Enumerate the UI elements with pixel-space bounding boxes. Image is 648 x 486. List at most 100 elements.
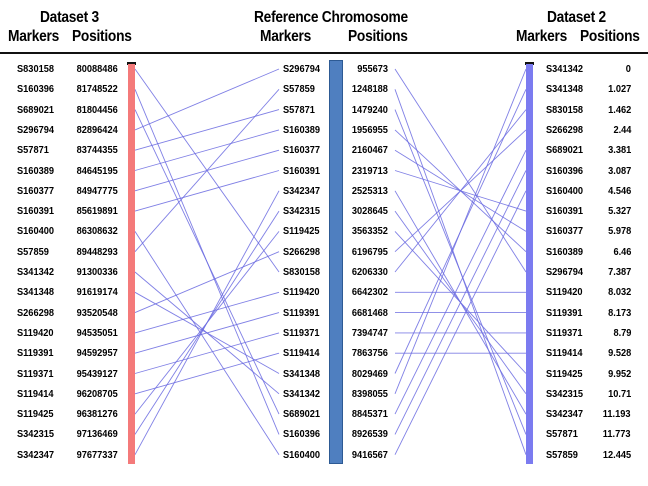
- dataset2-marker-label: S57871: [546, 428, 578, 441]
- reference-marker-label: S160391: [283, 164, 321, 177]
- reference-position-label: 2525313: [352, 184, 388, 197]
- dataset3-marker-label: S341348: [17, 286, 55, 299]
- reference-position-label: 3563352: [352, 225, 388, 238]
- reference-position-label: 8845371: [352, 408, 388, 421]
- dataset3-marker-label: S119414: [17, 387, 54, 400]
- reference-position-label: 6642302: [352, 286, 388, 299]
- dataset3-marker-label: S119371: [17, 367, 54, 380]
- dataset3-marker-label: S160377: [17, 184, 55, 197]
- dataset2-marker-label: S296794: [546, 266, 584, 278]
- header-dataset2-markers: Markers: [516, 28, 567, 45]
- dataset2-marker-label: S160377: [546, 225, 584, 238]
- reference-marker-label: S342347: [283, 184, 321, 197]
- dataset2-chromosome-bar: [526, 64, 533, 464]
- reference-position-label: 3028645: [352, 205, 388, 218]
- reference-position-label: 6196795: [352, 245, 388, 258]
- dataset2-position-label: 8.173: [607, 306, 631, 319]
- header-divider: [0, 52, 648, 54]
- dataset2-marker-label: S160400: [546, 184, 584, 197]
- dataset3-marker-label: S342347: [17, 448, 55, 461]
- dataset3-marker-label: S119391: [17, 347, 54, 360]
- dataset3-marker-label: S160400: [17, 225, 55, 238]
- dataset3-position-label: 94535051: [76, 326, 118, 339]
- header-dataset3-positions: Positions: [72, 28, 132, 45]
- dataset3-position-label: 80088486: [76, 63, 118, 75]
- dataset2-bar-cap: [525, 62, 534, 65]
- header-dataset2-positions: Positions: [580, 28, 640, 45]
- dataset2-position-label: 4.546: [607, 184, 631, 197]
- dataset2-position-label: 8.79: [613, 326, 631, 339]
- dataset2-marker-label: S266298: [546, 123, 584, 136]
- dataset2-position-label: 8.032: [607, 286, 631, 299]
- header-reference-title: Reference Chromosome: [254, 9, 408, 26]
- dataset3-position-label: 82896424: [76, 123, 118, 136]
- dataset2-marker-label: S119391: [546, 306, 583, 319]
- reference-marker-label: S341348: [283, 367, 321, 380]
- dataset3-marker-label: S296794: [17, 123, 55, 136]
- dataset2-position-label: 10.71: [607, 387, 631, 400]
- dataset3-marker-label: S830158: [17, 63, 55, 75]
- dataset2-position-label: 1.462: [607, 103, 631, 116]
- dataset3-marker-label: S160389: [17, 164, 55, 177]
- dataset3-position-label: 96208705: [76, 387, 118, 400]
- reference-marker-label: S119425: [283, 225, 320, 238]
- reference-position-label: 2160467: [352, 144, 388, 157]
- dataset3-marker-label: S341342: [17, 266, 55, 278]
- reference-chromosome-bar: [329, 60, 343, 464]
- dataset3-position-label: 97677337: [76, 448, 118, 461]
- dataset2-position-label: 9.528: [607, 347, 631, 360]
- reference-marker-label: S160377: [283, 144, 321, 157]
- dataset2-marker-label: S689021: [546, 144, 584, 157]
- dataset2-position-label: 9.952: [607, 367, 631, 380]
- reference-marker-label: S57859: [283, 83, 315, 96]
- dataset2-marker-label: S342315: [546, 387, 584, 400]
- dataset3-marker-label: S160391: [17, 205, 55, 218]
- reference-marker-label: S342315: [283, 205, 321, 218]
- dataset3-position-label: 96381276: [76, 408, 118, 421]
- reference-position-label: 8029469: [352, 367, 388, 380]
- reference-position-label: 2319713: [352, 164, 388, 177]
- dataset2-marker-label: S119414: [546, 347, 583, 360]
- dataset3-marker-label: S57859: [17, 245, 49, 258]
- dataset3-marker-label: S119420: [17, 326, 54, 339]
- dataset2-marker-label: S57859: [546, 448, 578, 461]
- marker-link-line: [134, 89, 280, 252]
- reference-position-label: 955673: [357, 63, 388, 75]
- marker-link-line: [134, 291, 280, 334]
- reference-marker-label: S296794: [283, 63, 321, 75]
- dataset3-position-label: 83744355: [76, 144, 118, 157]
- dataset3-position-label: 97136469: [76, 428, 118, 441]
- dataset2-position-label: 0: [625, 63, 631, 75]
- dataset2-marker-label: S160396: [546, 164, 584, 177]
- dataset2-marker-label: S160389: [546, 245, 584, 258]
- dataset3-bar-cap: [127, 62, 136, 65]
- dataset2-position-label: 2.44: [613, 123, 631, 136]
- header-dataset2-title: Dataset 2: [547, 9, 606, 26]
- dataset3-position-label: 93520548: [76, 306, 118, 319]
- dataset3-marker-label: S689021: [17, 103, 55, 116]
- dataset2-marker-label: S830158: [546, 103, 584, 116]
- marker-link-line: [134, 332, 280, 374]
- dataset2-position-label: 3.381: [607, 144, 631, 157]
- dataset3-position-label: 91619174: [76, 286, 118, 299]
- dataset2-position-label: 5.327: [607, 205, 631, 218]
- reference-marker-label: S160389: [283, 123, 321, 136]
- reference-marker-label: S160396: [283, 428, 321, 441]
- dataset2-position-label: 3.087: [607, 164, 631, 177]
- dataset3-position-label: 89448293: [76, 245, 118, 258]
- header-reference-positions: Positions: [348, 28, 408, 45]
- reference-marker-label: S57871: [283, 103, 315, 116]
- dataset2-marker-label: S160391: [546, 205, 584, 218]
- dataset3-position-label: 84947775: [76, 184, 118, 197]
- dataset2-position-label: 7.387: [607, 266, 631, 278]
- reference-position-label: 8926539: [352, 428, 388, 441]
- dataset3-marker-label: S342315: [17, 428, 55, 441]
- dataset3-position-label: 81748522: [76, 83, 118, 96]
- dataset2-marker-label: S119420: [546, 286, 583, 299]
- reference-marker-label: S119371: [283, 326, 320, 339]
- dataset2-marker-label: S341342: [546, 63, 584, 75]
- marker-link-line: [134, 68, 280, 131]
- dataset3-position-label: 85619891: [76, 205, 118, 218]
- marker-link-line: [394, 149, 527, 415]
- header-dataset3-title: Dataset 3: [40, 9, 99, 26]
